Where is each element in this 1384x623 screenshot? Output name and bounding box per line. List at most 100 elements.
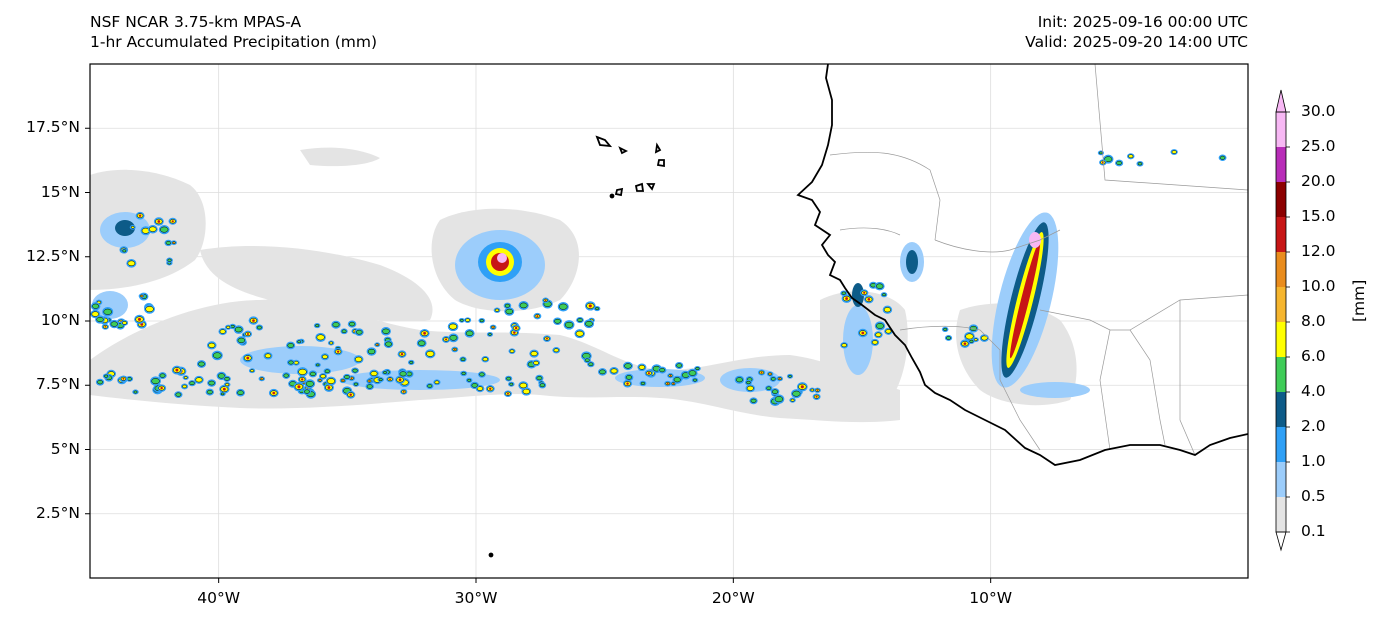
precip-cell-core — [559, 303, 568, 310]
precip-cell-core — [659, 368, 666, 373]
precip-cell-peak — [171, 220, 174, 223]
precip-cell-peak — [588, 304, 592, 308]
precip-cell-core — [315, 324, 320, 328]
precip-cell-core — [127, 260, 136, 267]
precip-cell-core — [504, 303, 510, 308]
colorbar-swatch — [1276, 182, 1286, 217]
colorbar-level-label: 30.0 — [1301, 102, 1336, 120]
precip-cell-peak — [350, 377, 353, 380]
precip-cell-core — [770, 377, 776, 381]
colorbar-swatch — [1276, 462, 1286, 497]
precip-cell-core — [1128, 154, 1134, 159]
precip-cell-core — [110, 321, 118, 327]
precip-cell-core — [584, 358, 590, 362]
precip-cell-core — [159, 373, 166, 378]
precip-cell-core — [1099, 151, 1103, 155]
precip-cell-core — [746, 380, 751, 385]
precip-cell-core — [688, 370, 697, 376]
colorbar-level-label: 0.5 — [1301, 487, 1326, 505]
precip-cell-core — [479, 319, 484, 323]
precip-cell-core — [449, 335, 458, 341]
precip-cell-core — [792, 390, 801, 397]
precip-cell-core — [288, 360, 294, 365]
precip-cell-core — [676, 363, 683, 368]
precip-cell-core — [766, 386, 772, 390]
colorbar-swatch — [1276, 252, 1286, 287]
precip-cell-core — [322, 354, 328, 359]
precip-cell-core — [355, 356, 363, 362]
precip-cell-core — [91, 311, 99, 317]
precip-cell-core — [127, 377, 132, 381]
precip-cell-peak — [104, 325, 107, 328]
colorbar-swatch — [1276, 287, 1286, 322]
precip-cell-peak — [157, 220, 161, 223]
precip-cell-peak — [342, 379, 344, 382]
precip-cell-core — [385, 341, 392, 347]
precip-cell-core — [220, 392, 225, 396]
colorbar-level-label: 0.1 — [1301, 522, 1326, 540]
precip-cell-core — [264, 353, 272, 359]
precip-cell-core — [575, 330, 584, 337]
precip-cell-core — [638, 364, 646, 370]
cape-verde-fogo — [614, 187, 624, 197]
precip-cell-peak — [863, 291, 866, 294]
colorbar-level-label: 2.0 — [1301, 417, 1326, 435]
lat-label-5: 5°N — [50, 439, 80, 458]
precip-cell-core — [459, 319, 464, 322]
precip-cell-core — [213, 352, 222, 359]
lat-label-12-5: 12.5°N — [26, 246, 80, 265]
precip-cell-core — [224, 376, 230, 381]
precip-cell-peak — [845, 297, 848, 300]
precip-cell-core — [195, 377, 203, 383]
title-right: Init: 2025-09-16 00:00 UTC Valid: 2025-0… — [1025, 12, 1248, 52]
precip-cell-core — [332, 322, 340, 328]
precip-cell-core — [418, 340, 426, 346]
precip-cell-core — [1219, 155, 1226, 160]
precip-cell-core — [434, 380, 440, 385]
cape-verde-santiago — [634, 182, 645, 192]
precip-cell-peak — [545, 337, 548, 340]
precip-cell-core — [305, 380, 314, 387]
precip-cell-peak — [760, 371, 763, 374]
precip-cell-peak — [815, 395, 818, 398]
precip-cell-peak — [779, 378, 781, 380]
precip-cell-core — [151, 378, 160, 385]
lon-label-40w: 40°W — [197, 589, 241, 607]
precip-cell-core — [973, 338, 978, 342]
precip-cell-core — [298, 368, 307, 375]
colorbar-level-label: 20.0 — [1301, 172, 1336, 190]
colorbar — [1275, 89, 1290, 552]
precip-cell-core — [506, 376, 511, 381]
precip-cell-peak — [867, 298, 871, 301]
precip-cell-core — [772, 389, 779, 394]
precip-cell-core — [160, 226, 169, 233]
precip-cell-core — [316, 334, 325, 341]
colorbar-level-label: 6.0 — [1301, 347, 1326, 365]
lon-label-20w: 20°W — [711, 589, 755, 607]
precip-cell-core — [509, 382, 514, 386]
precip-cell-core — [315, 363, 320, 367]
precip-cell-core — [234, 326, 243, 333]
precip-cell-core — [735, 377, 743, 383]
precip-cell-peak — [400, 352, 404, 356]
precip-cell-core — [208, 342, 216, 348]
precip-cell-peak — [137, 317, 142, 321]
precip-cell-core — [349, 321, 356, 327]
colorbar-level-label: 1.0 — [1301, 452, 1326, 470]
colorbar-extend-min — [1275, 531, 1287, 552]
precip-cell-core — [324, 369, 330, 374]
precip-cell-core — [519, 302, 528, 309]
precip-cell-core — [352, 368, 358, 373]
field-name: 1-hr Accumulated Precipitation (mm) — [90, 33, 377, 51]
precip-cell-core — [226, 325, 231, 329]
precip-cell-core — [167, 258, 172, 262]
precip-cell-core — [946, 336, 951, 340]
precip-cell-core — [522, 388, 530, 395]
precip-cell-peak — [666, 382, 669, 385]
precip-cell-core — [505, 308, 514, 315]
precip-cell-peak — [138, 214, 142, 217]
precip-cell-core — [841, 343, 847, 348]
precip-cell-core — [355, 329, 363, 335]
precip-cell-peak — [389, 378, 391, 381]
precip-cell-peak — [489, 387, 492, 390]
